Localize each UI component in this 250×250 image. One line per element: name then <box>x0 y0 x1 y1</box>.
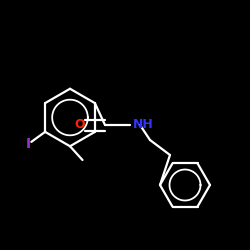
Text: NH: NH <box>133 118 154 132</box>
Text: O: O <box>74 118 85 132</box>
Text: I: I <box>26 137 31 151</box>
